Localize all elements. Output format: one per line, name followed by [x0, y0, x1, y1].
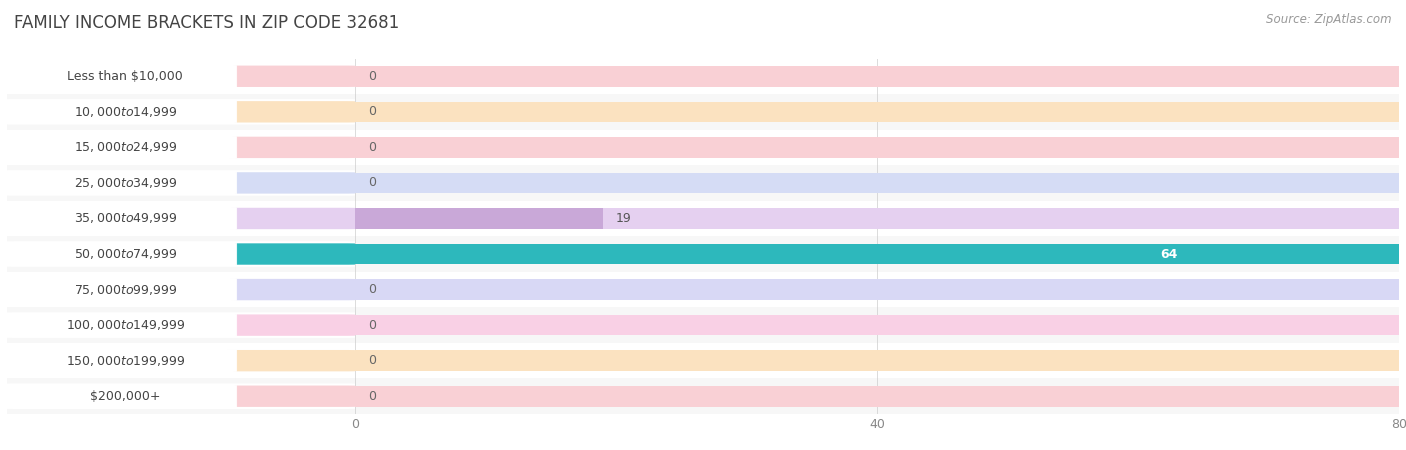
Bar: [354, 307, 1399, 343]
Bar: [7, 236, 354, 272]
Text: 64: 64: [1160, 248, 1177, 261]
Bar: [7, 378, 354, 414]
Text: $150,000 to $199,999: $150,000 to $199,999: [66, 354, 186, 368]
Bar: [354, 165, 1399, 201]
Bar: [7, 307, 354, 343]
FancyBboxPatch shape: [0, 100, 236, 124]
Bar: [354, 236, 1399, 272]
Bar: [7, 343, 354, 378]
Bar: [354, 244, 1191, 264]
Text: $10,000 to $14,999: $10,000 to $14,999: [73, 105, 177, 119]
Text: 0: 0: [368, 176, 375, 189]
Bar: [354, 315, 1399, 335]
Text: Source: ZipAtlas.com: Source: ZipAtlas.com: [1267, 14, 1392, 27]
Text: $75,000 to $99,999: $75,000 to $99,999: [73, 283, 177, 297]
Bar: [7, 201, 354, 236]
FancyBboxPatch shape: [0, 135, 236, 159]
Bar: [354, 58, 1399, 94]
Bar: [354, 102, 1399, 122]
FancyBboxPatch shape: [0, 171, 361, 195]
Text: $50,000 to $74,999: $50,000 to $74,999: [73, 247, 177, 261]
Text: 0: 0: [368, 141, 375, 154]
FancyBboxPatch shape: [0, 349, 361, 373]
FancyBboxPatch shape: [0, 242, 236, 266]
Bar: [354, 66, 1399, 86]
Text: 0: 0: [368, 283, 375, 296]
FancyBboxPatch shape: [0, 207, 361, 230]
Text: $35,000 to $49,999: $35,000 to $49,999: [73, 212, 177, 225]
Bar: [354, 386, 1399, 406]
Bar: [354, 130, 1399, 165]
FancyBboxPatch shape: [0, 349, 236, 373]
FancyBboxPatch shape: [0, 278, 361, 302]
Bar: [354, 351, 1399, 371]
Text: Less than $10,000: Less than $10,000: [67, 70, 183, 83]
Bar: [7, 165, 354, 201]
FancyBboxPatch shape: [0, 171, 236, 195]
Text: 19: 19: [616, 212, 631, 225]
Bar: [354, 272, 1399, 307]
FancyBboxPatch shape: [0, 100, 361, 124]
Text: $25,000 to $34,999: $25,000 to $34,999: [73, 176, 177, 190]
Bar: [7, 94, 354, 130]
Bar: [354, 378, 1399, 414]
Bar: [354, 94, 1399, 130]
Bar: [354, 208, 1399, 229]
FancyBboxPatch shape: [0, 384, 236, 408]
FancyBboxPatch shape: [0, 242, 361, 266]
Bar: [354, 279, 1399, 300]
FancyBboxPatch shape: [0, 384, 361, 408]
Text: 0: 0: [368, 319, 375, 332]
Text: 0: 0: [368, 105, 375, 118]
Text: FAMILY INCOME BRACKETS IN ZIP CODE 32681: FAMILY INCOME BRACKETS IN ZIP CODE 32681: [14, 14, 399, 32]
Bar: [354, 343, 1399, 378]
Bar: [354, 208, 603, 229]
Bar: [354, 244, 1399, 264]
FancyBboxPatch shape: [0, 313, 236, 337]
Text: $100,000 to $149,999: $100,000 to $149,999: [66, 318, 186, 332]
FancyBboxPatch shape: [0, 135, 361, 159]
Bar: [7, 58, 354, 94]
FancyBboxPatch shape: [0, 64, 361, 88]
Text: 0: 0: [368, 70, 375, 83]
FancyBboxPatch shape: [0, 278, 236, 302]
Text: 0: 0: [368, 390, 375, 403]
FancyBboxPatch shape: [0, 64, 236, 88]
Bar: [7, 272, 354, 307]
Text: $200,000+: $200,000+: [90, 390, 160, 403]
Bar: [354, 173, 1399, 193]
FancyBboxPatch shape: [0, 313, 361, 337]
Bar: [354, 201, 1399, 236]
FancyBboxPatch shape: [0, 207, 236, 230]
Bar: [7, 130, 354, 165]
Text: $15,000 to $24,999: $15,000 to $24,999: [73, 140, 177, 154]
Text: 0: 0: [368, 354, 375, 367]
Bar: [354, 137, 1399, 158]
